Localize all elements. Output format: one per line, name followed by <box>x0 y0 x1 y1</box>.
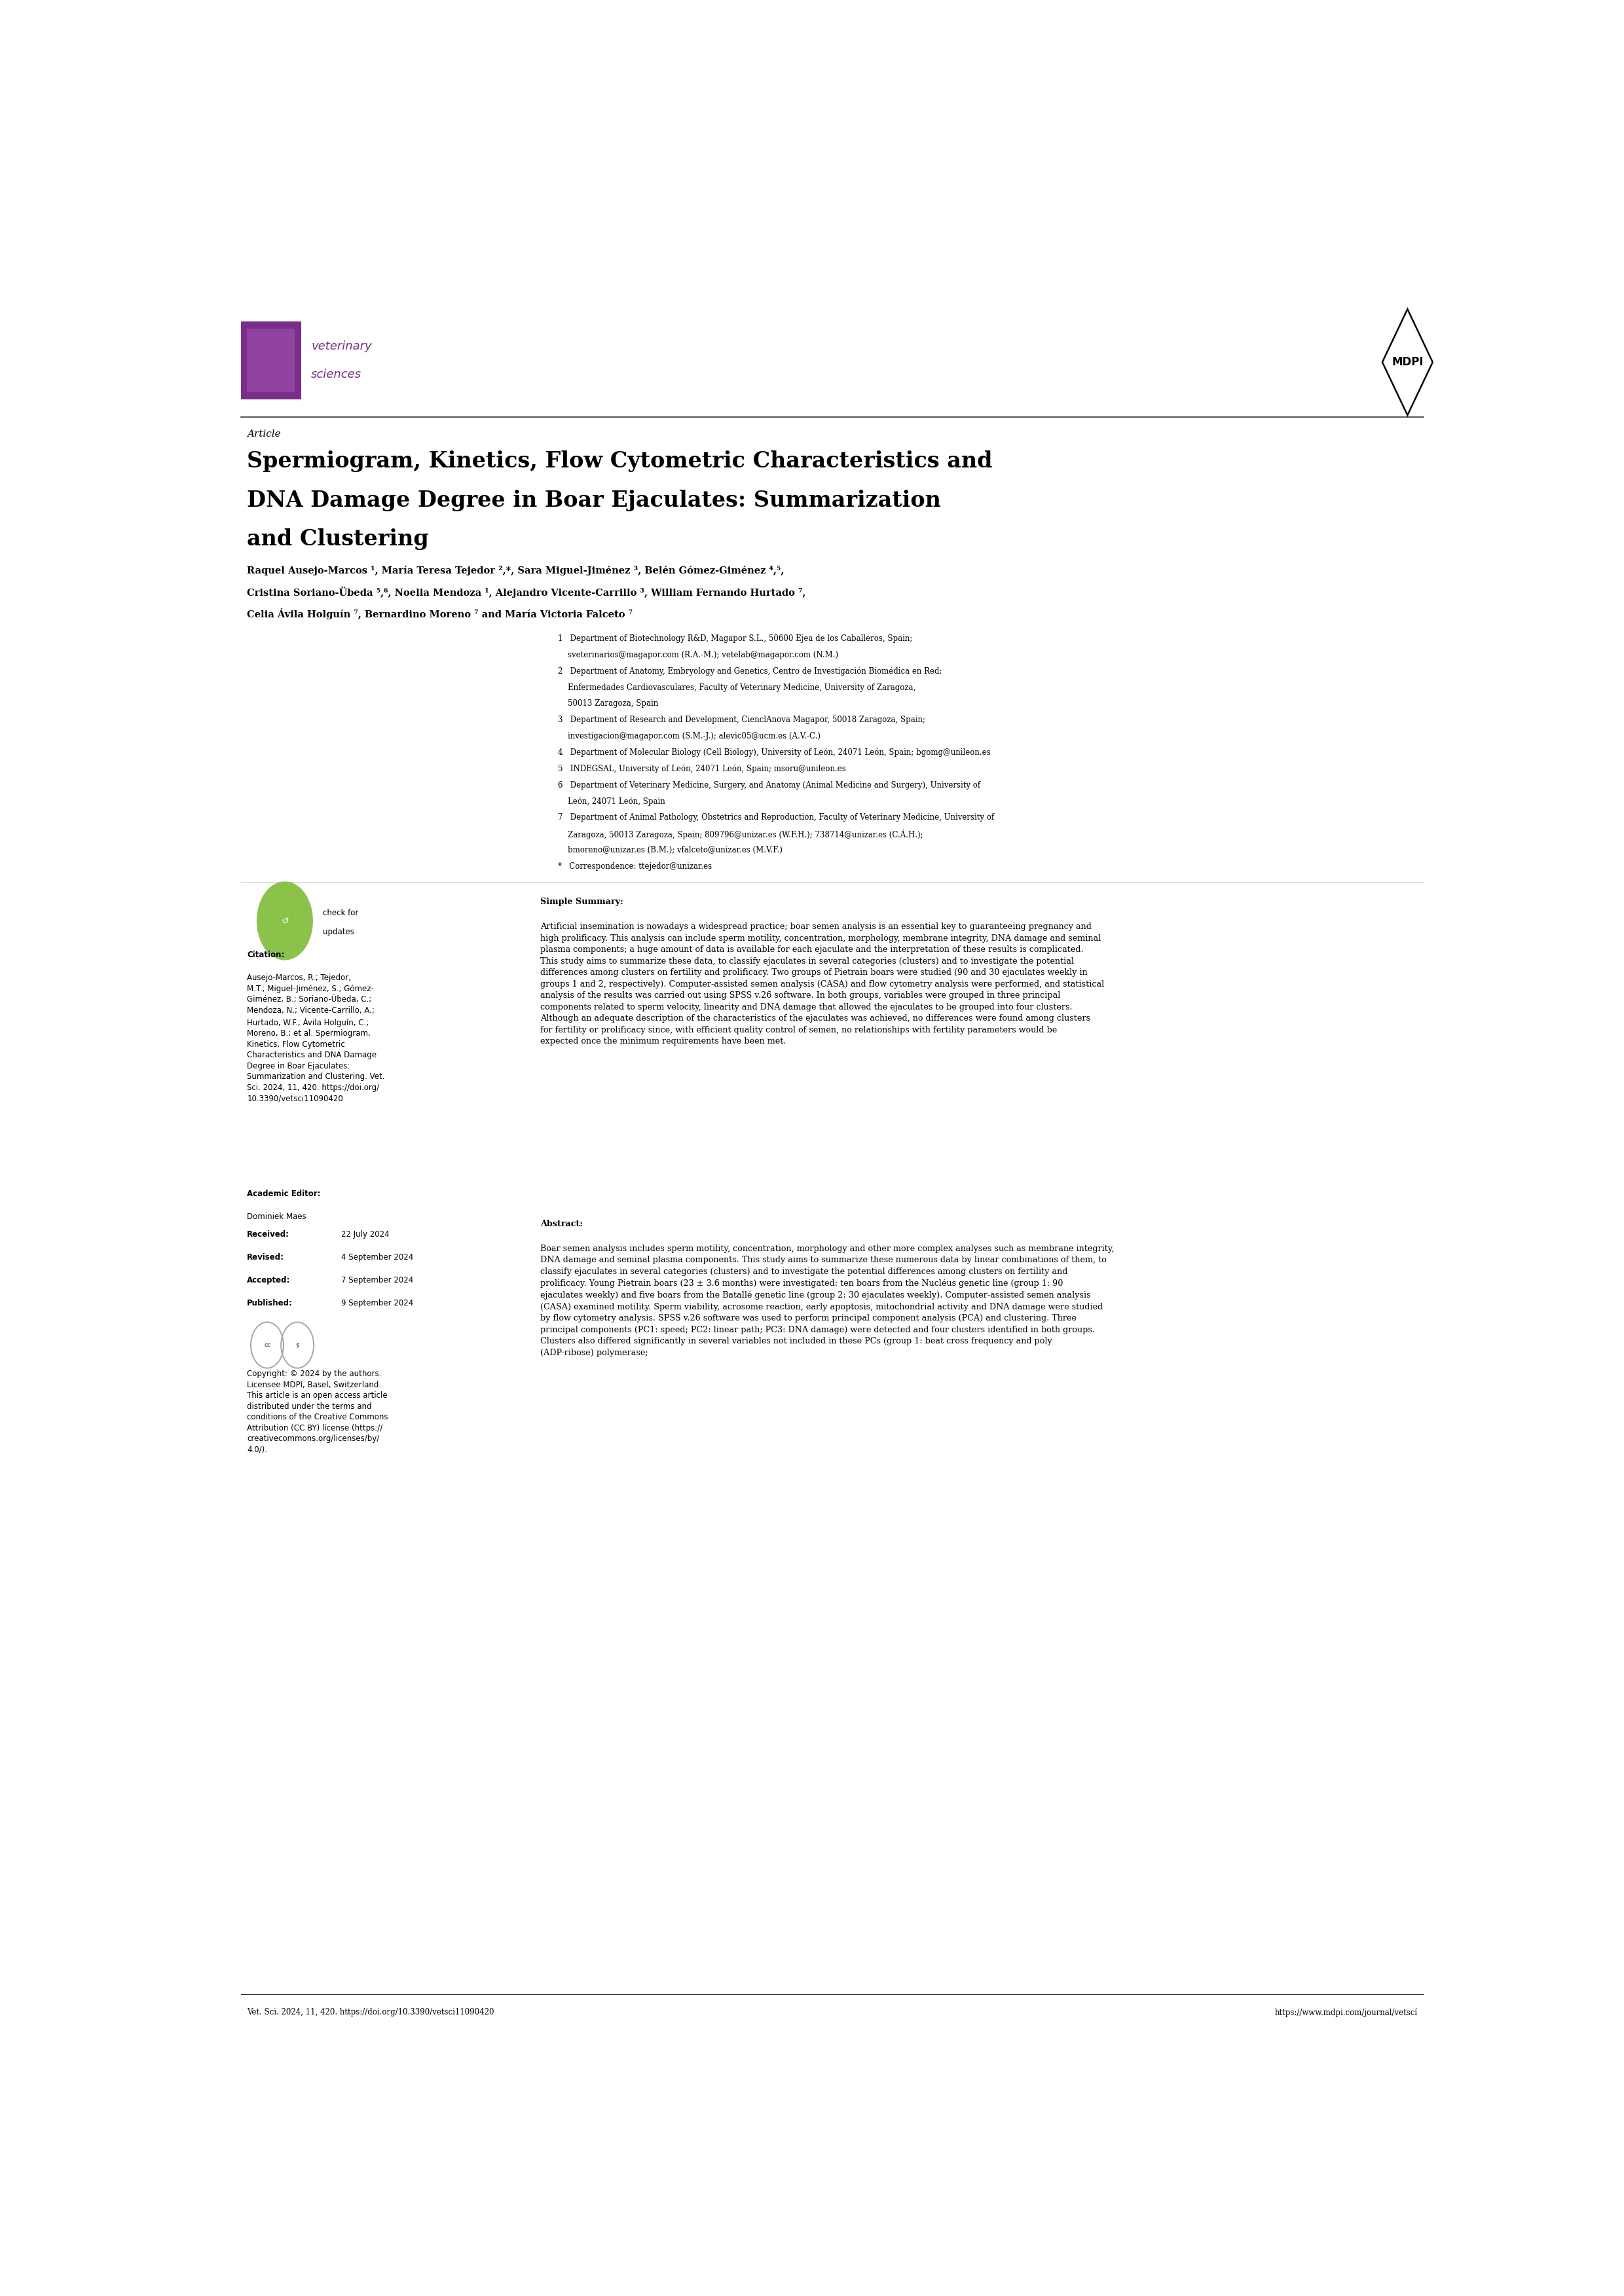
Text: Copyright: © 2024 by the authors.
Licensee MDPI, Basel, Switzerland.
This articl: Copyright: © 2024 by the authors. Licens… <box>247 1371 388 1453</box>
Text: Ausejo-Marcos, R.; Tejedor,
M.T.; Miguel-Jiménez, S.; Gómez-
Giménez, B.; Sorian: Ausejo-Marcos, R.; Tejedor, M.T.; Miguel… <box>247 974 385 1102</box>
Text: Cristina Soriano-Übeda ⁵,⁶, Noelia Mendoza ¹, Alejandro Vicente-Carrillo ³, Will: Cristina Soriano-Übeda ⁵,⁶, Noelia Mendo… <box>247 588 806 597</box>
Text: cc: cc <box>265 1343 271 1348</box>
Text: Raquel Ausejo-Marcos ¹, María Teresa Tejedor ²,*, Sara Miguel-Jiménez ³, Belén G: Raquel Ausejo-Marcos ¹, María Teresa Tej… <box>247 565 784 576</box>
Text: DNA Damage Degree in Boar Ejaculates: Summarization: DNA Damage Degree in Boar Ejaculates: Su… <box>247 489 940 512</box>
Text: Received:: Received: <box>247 1231 289 1240</box>
Text: 3   Department of Research and Development, CienclAnova Magapor, 50018 Zaragoza,: 3 Department of Research and Development… <box>559 716 926 723</box>
Text: Artificial insemination is nowadays a widespread practice; boar semen analysis i: Artificial insemination is nowadays a wi… <box>541 923 1104 1045</box>
Text: Simple Summary:: Simple Summary: <box>541 898 628 907</box>
Text: Boar semen analysis includes sperm motility, concentration, morphology and other: Boar semen analysis includes sperm motil… <box>541 1244 1114 1357</box>
Text: investigacion@magapor.com (S.M.-J.); alevic05@ucm.es (A.V.-C.): investigacion@magapor.com (S.M.-J.); ale… <box>559 732 820 742</box>
Text: https://www.mdpi.com/journal/vetscí: https://www.mdpi.com/journal/vetscí <box>1275 2009 1418 2016</box>
Text: *   Correspondence: ttejedor@unizar.es: * Correspondence: ttejedor@unizar.es <box>559 861 711 870</box>
Text: and Clustering: and Clustering <box>247 528 429 551</box>
FancyBboxPatch shape <box>240 321 300 400</box>
Text: Accepted:: Accepted: <box>247 1277 291 1286</box>
Text: 4   Department of Molecular Biology (Cell Biology), University of León, 24071 Le: 4 Department of Molecular Biology (Cell … <box>559 748 991 758</box>
Text: 4 September 2024: 4 September 2024 <box>341 1254 414 1263</box>
Text: Zaragoza, 50013 Zaragoza, Spain; 809796@unizar.es (W.F.H.); 738714@unizar.es (C.: Zaragoza, 50013 Zaragoza, Spain; 809796@… <box>559 829 922 840</box>
Text: 50013 Zaragoza, Spain: 50013 Zaragoza, Spain <box>559 700 658 707</box>
Text: Vet. Sci. 2024, 11, 420. https://doi.org/10.3390/vetsci11090420: Vet. Sci. 2024, 11, 420. https://doi.org… <box>247 2009 494 2016</box>
Text: sveterinarios@magapor.com (R.A.-M.); vetelab@magapor.com (N.M.): sveterinarios@magapor.com (R.A.-M.); vet… <box>559 650 838 659</box>
Circle shape <box>257 882 312 960</box>
Text: Celia Ávila Holguín ⁷, Bernardino Moreno ⁷ and María Victoria Falceto ⁷: Celia Ávila Holguín ⁷, Bernardino Moreno… <box>247 608 633 620</box>
Text: 2   Department of Anatomy, Embryology and Genetics, Centro de Investigación Biom: 2 Department of Anatomy, Embryology and … <box>559 666 942 675</box>
Text: León, 24071 León, Spain: León, 24071 León, Spain <box>559 797 666 806</box>
Text: veterinary: veterinary <box>312 340 372 351</box>
Text: Dominiek Maes: Dominiek Maes <box>247 1212 307 1221</box>
Text: check for: check for <box>323 909 359 916</box>
Text: sciences: sciences <box>312 370 362 381</box>
Text: 7   Department of Animal Pathology, Obstetrics and Reproduction, Faculty of Vete: 7 Department of Animal Pathology, Obstet… <box>559 813 994 822</box>
Text: Enfermedades Cardiovasculares, Faculty of Veterinary Medicine, University of Zar: Enfermedades Cardiovasculares, Faculty o… <box>559 684 916 691</box>
Text: 22 July 2024: 22 July 2024 <box>341 1231 390 1240</box>
Text: updates: updates <box>323 928 354 937</box>
FancyBboxPatch shape <box>247 328 296 393</box>
Text: $: $ <box>296 1343 299 1348</box>
Text: Revised:: Revised: <box>247 1254 284 1263</box>
Text: Academic Editor:: Academic Editor: <box>247 1189 320 1199</box>
Text: ↺: ↺ <box>281 916 289 925</box>
Text: 6   Department of Veterinary Medicine, Surgery, and Anatomy (Animal Medicine and: 6 Department of Veterinary Medicine, Sur… <box>559 781 981 790</box>
Text: 7 September 2024: 7 September 2024 <box>341 1277 414 1286</box>
Text: bmoreno@unizar.es (B.M.); vfalceto@unizar.es (M.V.F.): bmoreno@unizar.es (B.M.); vfalceto@uniza… <box>559 845 783 854</box>
Text: Article: Article <box>247 429 281 439</box>
Text: Spermiogram, Kinetics, Flow Cytometric Characteristics and: Spermiogram, Kinetics, Flow Cytometric C… <box>247 450 992 473</box>
Text: MDPI: MDPI <box>1392 356 1423 367</box>
Text: 5   INDEGSAL, University of León, 24071 León, Spain; msoru@unileon.es: 5 INDEGSAL, University of León, 24071 Le… <box>559 765 846 774</box>
Text: 9 September 2024: 9 September 2024 <box>341 1300 414 1309</box>
Text: Abstract:: Abstract: <box>541 1219 590 1228</box>
Text: Published:: Published: <box>247 1300 292 1309</box>
Text: Citation:: Citation: <box>247 951 284 960</box>
Text: 1   Department of Biotechnology R&D, Magapor S.L., 50600 Ejea de los Caballeros,: 1 Department of Biotechnology R&D, Magap… <box>559 634 913 643</box>
